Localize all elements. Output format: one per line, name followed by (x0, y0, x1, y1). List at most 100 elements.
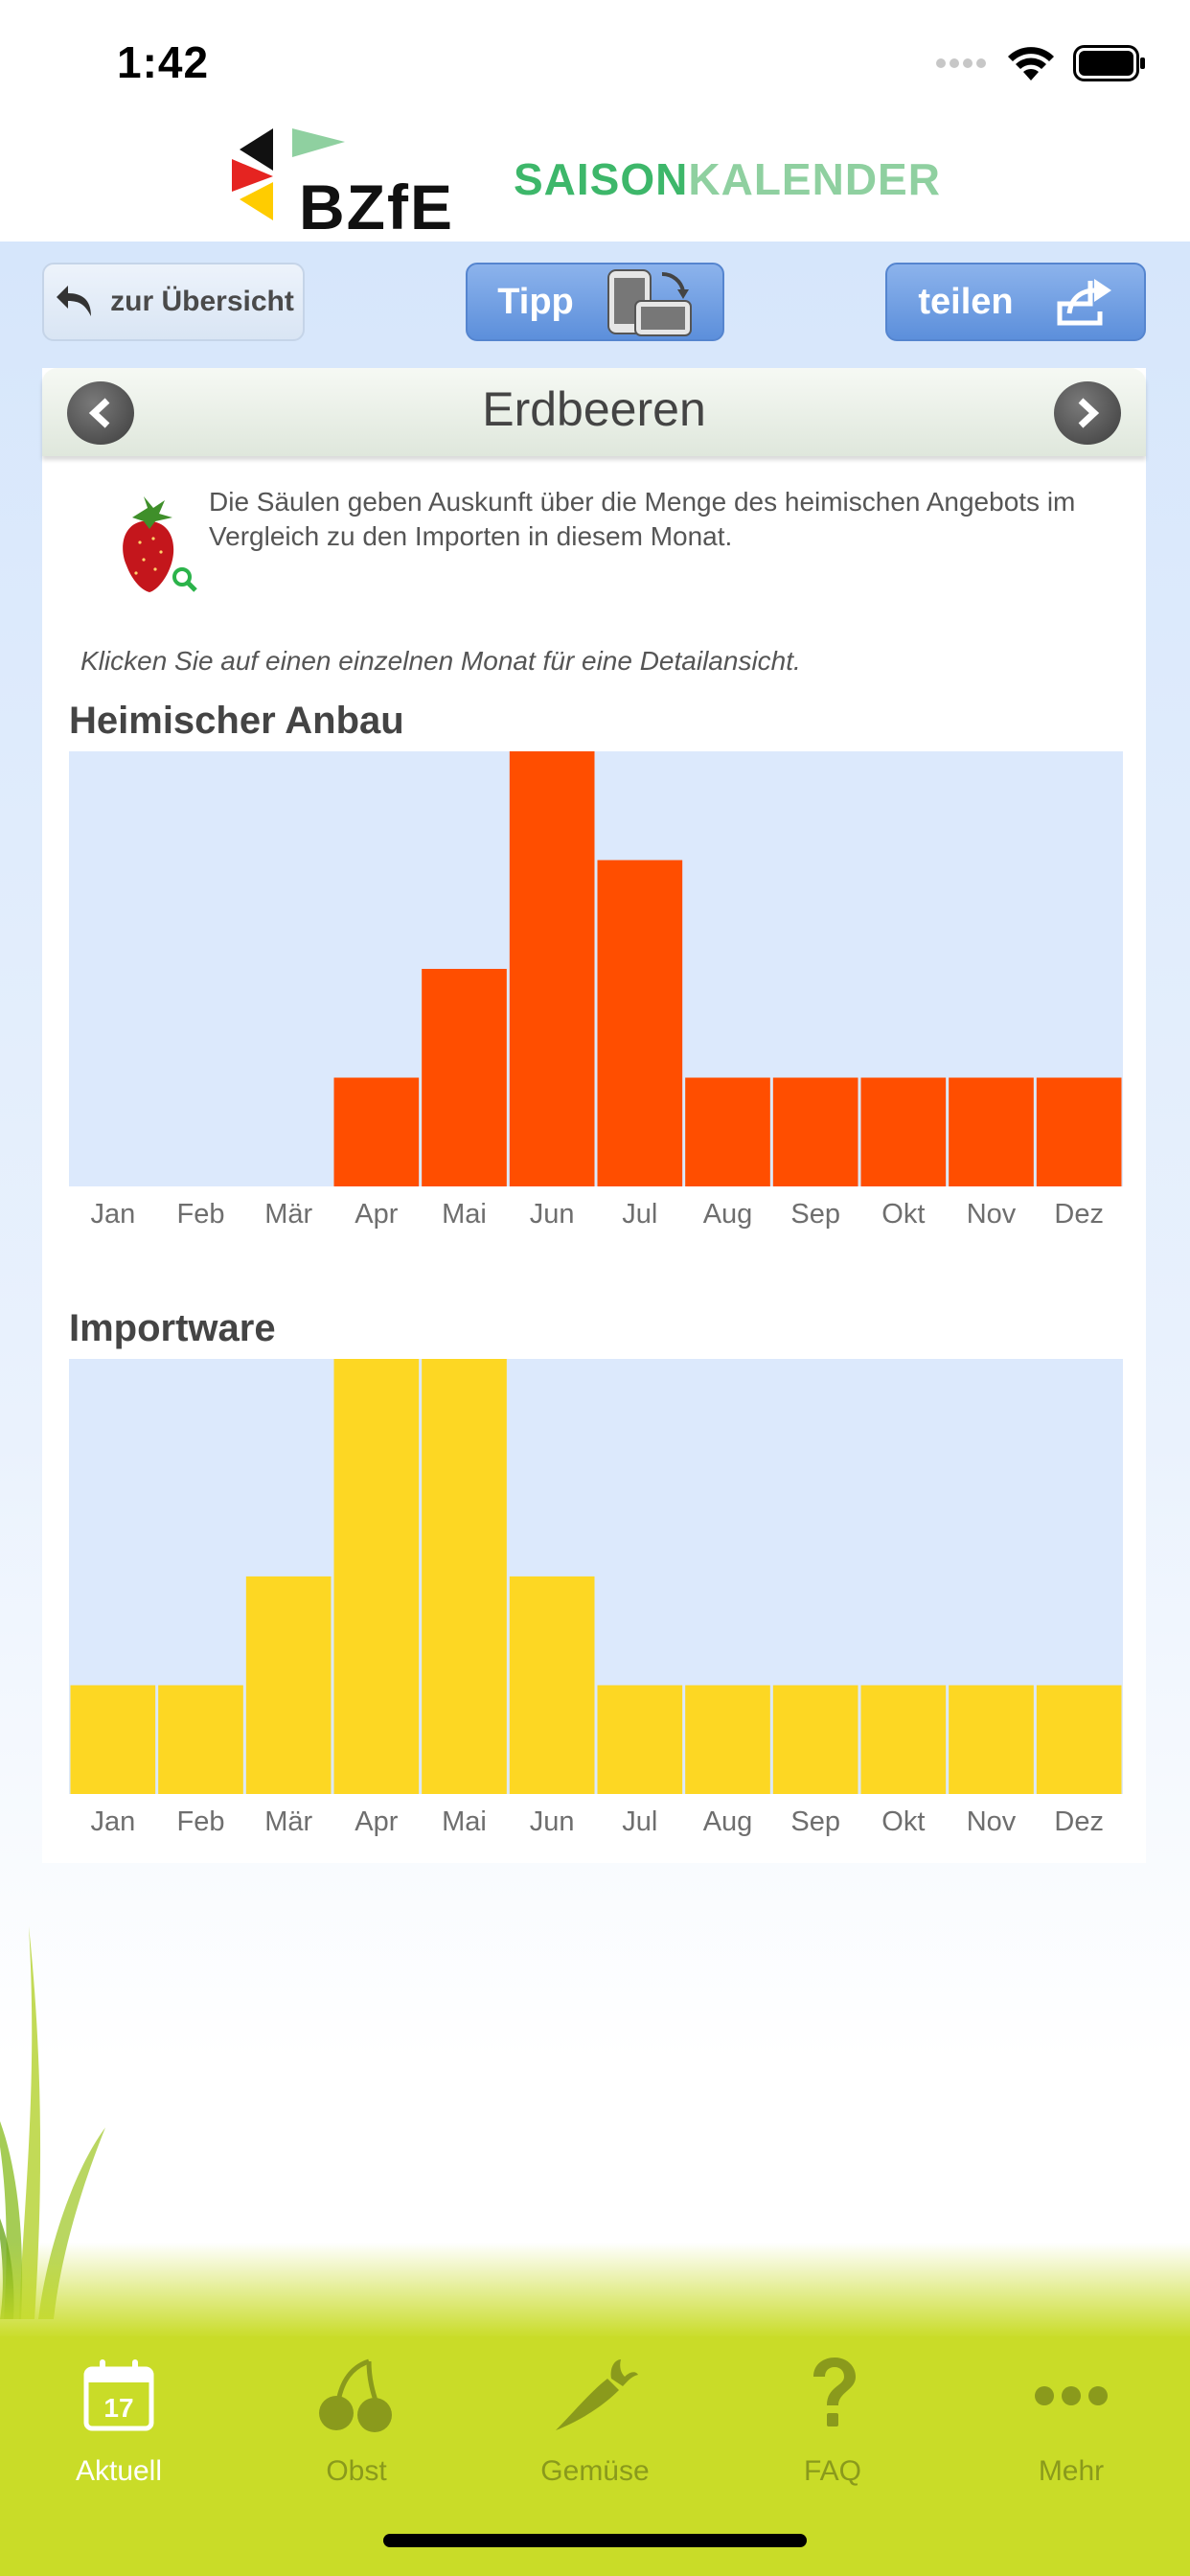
logo-mark-icon (232, 128, 345, 220)
next-product-button[interactable] (1054, 381, 1121, 445)
bar-dez[interactable] (1036, 1685, 1122, 1795)
month-label-okt[interactable]: Okt (881, 1199, 925, 1230)
tab-mehr[interactable]: Mehr (952, 2354, 1190, 2507)
bar-mai[interactable] (422, 1359, 507, 1794)
share-button-label: teilen (918, 281, 1014, 322)
app-title: SAISONKALENDER (514, 153, 941, 205)
domestic-production-chart[interactable]: Jan Feb Mär Apr Mai Jun Jul Aug Sep Okt Nov Dez (69, 751, 1123, 1238)
status-bar: 1:42 (0, 0, 1190, 115)
cherries-icon (319, 2358, 392, 2432)
import-chart[interactable]: Jan Feb Mär Apr Mai Jun Jul Aug Sep Okt Nov Dez (69, 1359, 1123, 1846)
strawberry-icon (123, 496, 197, 592)
back-to-overview-button[interactable]: zur Übersicht (42, 263, 305, 341)
bar-okt[interactable] (860, 1685, 947, 1795)
month-label-nov[interactable]: Nov (967, 1199, 1017, 1230)
month-label-mär[interactable]: Mär (264, 1199, 312, 1230)
detail-hint: Klicken Sie auf einen einzelnen Monat fü… (80, 646, 801, 676)
month-label-apr[interactable]: Apr (355, 1806, 398, 1837)
bar-aug[interactable] (685, 1685, 770, 1795)
logo-text: BZfE (299, 172, 454, 242)
back-button-label: zur Übersicht (110, 286, 294, 317)
month-label-feb[interactable]: Feb (177, 1806, 225, 1837)
tab-obst[interactable]: Obst (238, 2354, 475, 2507)
month-label-jul[interactable]: Jul (622, 1806, 657, 1837)
tab-label-faq: FAQ (803, 2455, 861, 2487)
tab-label-obst: Obst (326, 2455, 387, 2487)
product-image[interactable] (109, 491, 201, 598)
status-time: 1:42 (117, 37, 210, 87)
month-label-mär[interactable]: Mär (264, 1806, 312, 1837)
bar-sep[interactable] (772, 1077, 858, 1187)
bar-jul[interactable] (597, 860, 683, 1187)
tab-faq[interactable]: FAQ (714, 2354, 951, 2507)
product-title-bar: Erdbeeren (42, 368, 1146, 456)
chevron-left-icon (88, 398, 110, 428)
month-label-jan[interactable]: Jan (90, 1806, 135, 1837)
month-label-okt[interactable]: Okt (881, 1806, 925, 1837)
previous-product-button[interactable] (67, 381, 134, 445)
month-label-aug[interactable]: Aug (703, 1199, 753, 1230)
month-label-jun[interactable]: Jun (530, 1199, 575, 1230)
month-label-dez[interactable]: Dez (1054, 1199, 1104, 1230)
calendar-icon: 17 (83, 2359, 154, 2431)
month-label-dez[interactable]: Dez (1054, 1806, 1104, 1837)
month-label-jan[interactable]: Jan (90, 1199, 135, 1230)
month-label-apr[interactable]: Apr (355, 1199, 398, 1230)
month-label-feb[interactable]: Feb (177, 1199, 225, 1230)
month-label-jul[interactable]: Jul (622, 1199, 657, 1230)
bar-jun[interactable] (509, 751, 595, 1186)
bar-nov[interactable] (949, 1685, 1034, 1795)
app-title-part2: KALENDER (688, 154, 941, 204)
bzfe-logo: BZfE (230, 121, 469, 242)
bar-dez[interactable] (1036, 1077, 1122, 1187)
app-title-part1: SAISON (514, 154, 689, 204)
bar-aug[interactable] (685, 1077, 770, 1187)
bar-nov[interactable] (949, 1077, 1034, 1187)
month-label-jun[interactable]: Jun (530, 1806, 575, 1837)
cellular-signal-icon (936, 58, 986, 68)
month-label-sep[interactable]: Sep (790, 1806, 840, 1837)
month-label-sep[interactable]: Sep (790, 1199, 840, 1230)
calendar-day: 17 (103, 2393, 133, 2423)
bar-feb[interactable] (158, 1685, 243, 1795)
tab-aktuell[interactable]: 17 Aktuell (0, 2354, 238, 2507)
tip-button-label: Tipp (497, 281, 574, 322)
wifi-icon (1008, 47, 1054, 80)
tip-button[interactable]: Tipp (466, 263, 724, 341)
product-title: Erdbeeren (482, 382, 706, 436)
tab-label-aktuell: Aktuell (75, 2455, 163, 2487)
back-arrow-icon (57, 286, 92, 316)
import-chart-title: Importware (69, 1307, 276, 1349)
bar-apr[interactable] (333, 1359, 420, 1794)
month-label-mai[interactable]: Mai (442, 1199, 487, 1230)
month-label-nov[interactable]: Nov (967, 1806, 1017, 1837)
app-header: BZfE SAISONKALENDER (0, 115, 1190, 242)
share-button[interactable]: teilen (885, 263, 1146, 341)
bar-sep[interactable] (772, 1685, 858, 1795)
bar-jul[interactable] (597, 1685, 683, 1795)
carrot-icon (556, 2359, 638, 2430)
share-icon (1057, 279, 1111, 326)
bar-mär[interactable] (245, 1576, 332, 1794)
bar-okt[interactable] (860, 1077, 947, 1187)
rotate-device-icon (606, 269, 692, 336)
meadow-decoration (0, 2242, 1190, 2338)
status-indicators (935, 42, 1146, 84)
bar-apr[interactable] (333, 1077, 420, 1187)
tab-gemuese[interactable]: Gemüse (476, 2354, 714, 2507)
more-dots-icon (1035, 2386, 1108, 2405)
bar-jun[interactable] (509, 1576, 595, 1794)
domestic-chart-title: Heimischer Anbau (69, 700, 404, 742)
question-icon (813, 2358, 856, 2426)
home-indicator (383, 2534, 807, 2547)
tab-label-gemuese: Gemüse (540, 2455, 650, 2487)
bar-jan[interactable] (70, 1685, 156, 1795)
chevron-right-icon (1078, 398, 1100, 428)
month-label-mai[interactable]: Mai (442, 1806, 487, 1837)
product-detail-panel: Erdbeeren Die Säulen geben Auskunft über… (42, 368, 1146, 1863)
chart-description: Die Säulen geben Auskunft über die Menge… (209, 487, 1076, 551)
tab-label-mehr: Mehr (1038, 2455, 1105, 2487)
bar-mai[interactable] (422, 969, 507, 1186)
month-label-aug[interactable]: Aug (703, 1806, 753, 1837)
battery-icon (1073, 45, 1145, 81)
